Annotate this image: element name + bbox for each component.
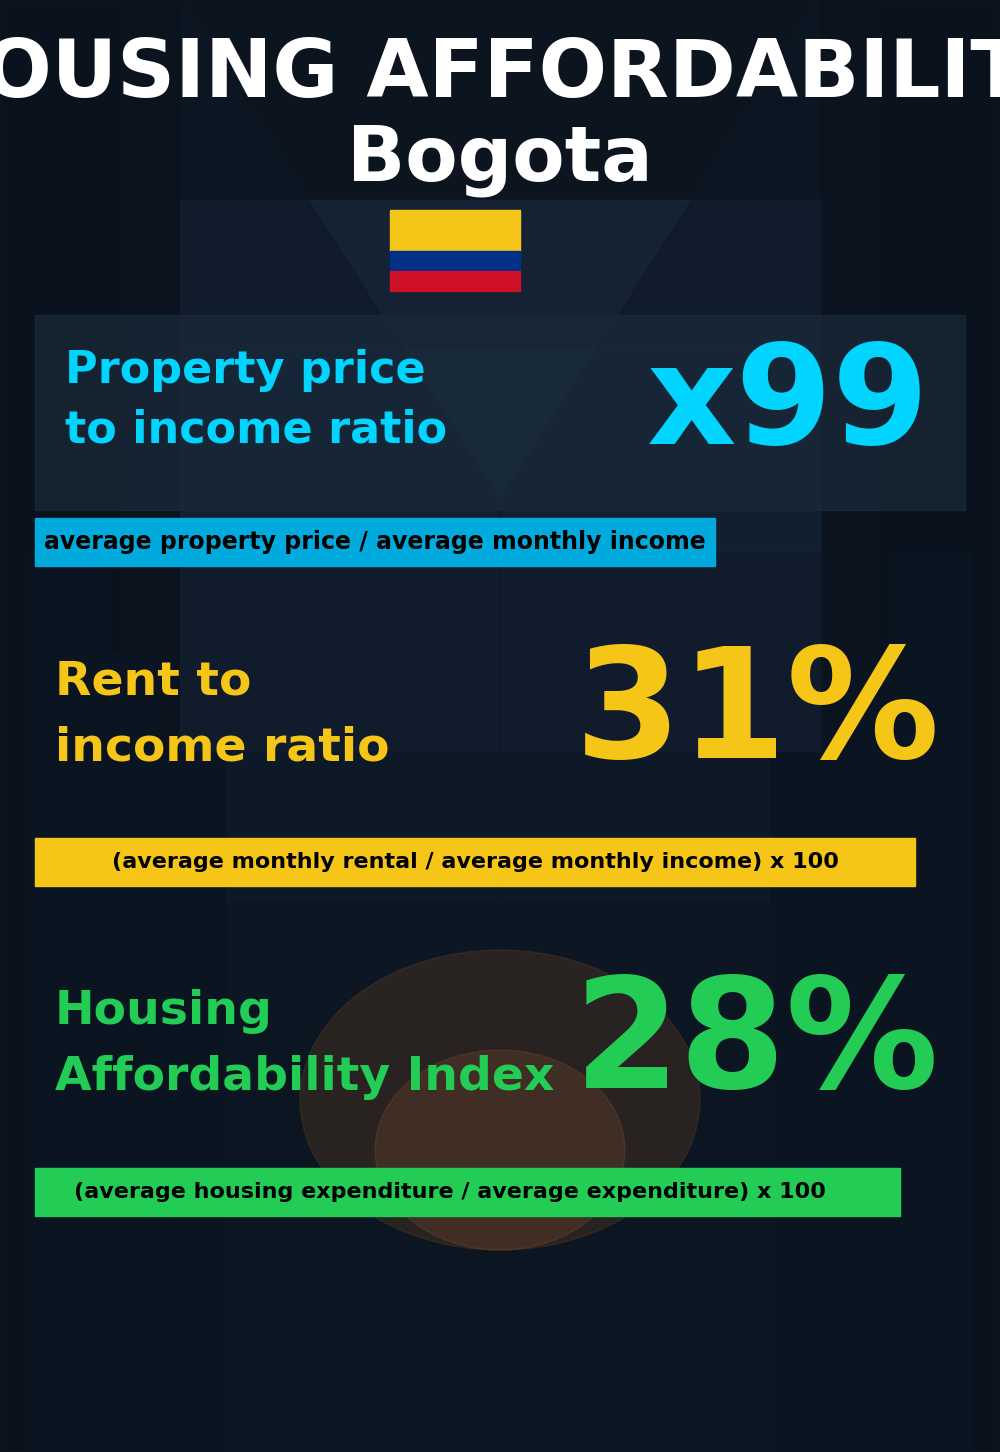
Bar — [180, 200, 820, 350]
Polygon shape — [0, 0, 500, 1452]
Bar — [770, 752, 840, 1452]
Bar — [830, 652, 890, 1452]
Text: (average monthly rental / average monthly income) x 100: (average monthly rental / average monthl… — [112, 852, 838, 873]
Ellipse shape — [375, 1050, 625, 1250]
Bar — [880, 0, 1000, 1452]
Text: (average housing expenditure / average expenditure) x 100: (average housing expenditure / average e… — [74, 1182, 826, 1202]
Bar — [0, 0, 120, 1452]
Bar — [390, 270, 520, 290]
Text: Housing
Affordability Index: Housing Affordability Index — [55, 989, 554, 1101]
Ellipse shape — [300, 950, 700, 1250]
Bar — [890, 552, 970, 1452]
Bar — [30, 552, 110, 1452]
Text: average property price / average monthly income: average property price / average monthly… — [44, 530, 706, 555]
Bar — [35, 1167, 900, 1215]
Bar — [180, 350, 820, 550]
Text: Property price
to income ratio: Property price to income ratio — [65, 348, 447, 452]
Polygon shape — [500, 0, 1000, 1452]
Text: HOUSING AFFORDABILITY: HOUSING AFFORDABILITY — [0, 36, 1000, 115]
Text: Bogota: Bogota — [347, 123, 653, 197]
Bar — [100, 652, 160, 1452]
Text: 28%: 28% — [574, 970, 940, 1119]
Bar — [35, 315, 965, 510]
Text: Rent to
income ratio: Rent to income ratio — [55, 659, 390, 771]
Bar — [180, 751, 820, 900]
Bar — [35, 518, 715, 566]
Text: x99: x99 — [647, 337, 930, 472]
Bar — [390, 211, 520, 251]
Bar — [180, 900, 820, 1000]
Bar — [820, 0, 1000, 1452]
Bar — [155, 752, 225, 1452]
Bar — [35, 838, 915, 886]
Bar — [390, 251, 520, 270]
Bar — [0, 0, 180, 1452]
Text: 31%: 31% — [574, 640, 940, 790]
Bar — [180, 550, 820, 751]
